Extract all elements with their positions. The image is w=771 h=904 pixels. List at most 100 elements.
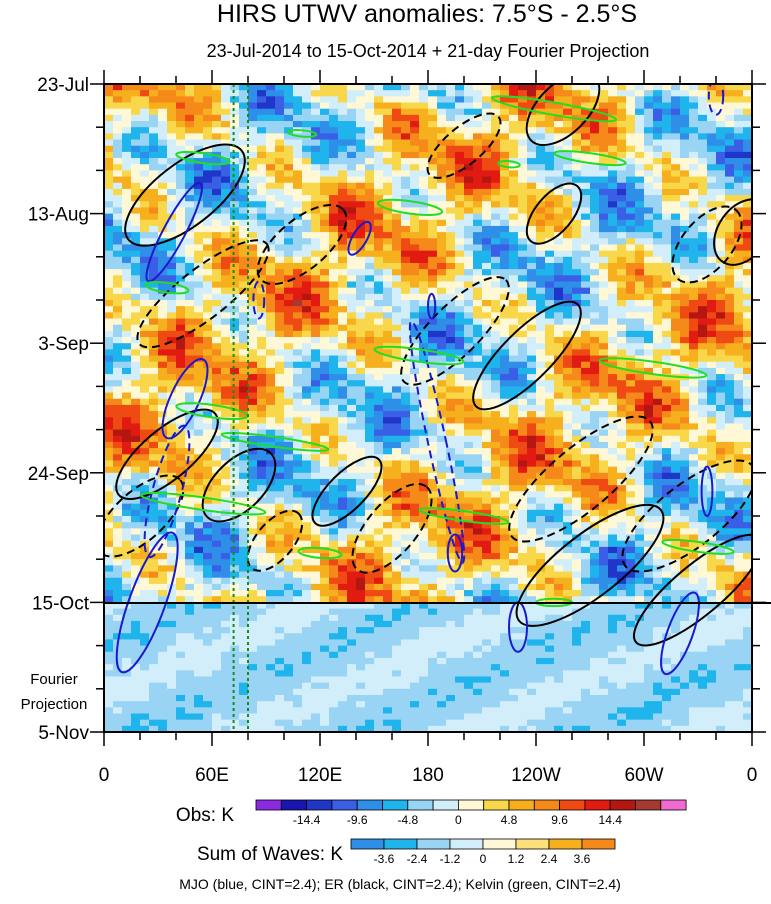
- field-cell: [257, 108, 267, 116]
- field-cell: [131, 374, 141, 381]
- field-cell: [599, 262, 609, 270]
- field-cell: [176, 114, 186, 122]
- field-cell: [464, 145, 474, 153]
- field-cell: [671, 121, 681, 128]
- field-cell: [716, 454, 726, 462]
- field-cell: [734, 121, 744, 128]
- field-cell: [221, 343, 231, 350]
- field-cell: [185, 435, 195, 443]
- field-cell: [446, 145, 456, 153]
- field-cell: [473, 417, 483, 425]
- field-cell: [527, 472, 537, 480]
- field-cell: [347, 435, 357, 443]
- field-cell: [329, 151, 339, 159]
- field-cell: [662, 114, 672, 122]
- field-cell: [257, 330, 267, 338]
- field-cell: [185, 411, 195, 418]
- field-cell: [743, 386, 752, 394]
- field-cell: [725, 262, 735, 270]
- field-cell: [698, 392, 708, 400]
- field-cell: [653, 269, 663, 276]
- field-cell: [257, 374, 267, 381]
- field-cell: [599, 374, 609, 381]
- field-cell: [302, 244, 312, 252]
- field-cell: [662, 84, 672, 91]
- field-cell: [590, 182, 600, 190]
- field-cell: [680, 182, 690, 190]
- field-cell: [428, 300, 438, 307]
- field-cell: [194, 300, 204, 307]
- field-cell: [230, 188, 240, 196]
- field-cell: [113, 509, 123, 517]
- field-cell: [743, 503, 752, 511]
- field-cell: [572, 256, 582, 264]
- field-cell: [545, 287, 555, 295]
- field-cell: [572, 380, 582, 387]
- field-cell: [734, 250, 744, 258]
- field-cell: [698, 96, 708, 104]
- field-cell: [194, 275, 204, 283]
- field-cell: [221, 448, 231, 455]
- field-cell: [320, 497, 330, 505]
- field-cell: [437, 250, 447, 258]
- field-cell: [680, 219, 690, 227]
- field-cell: [302, 404, 312, 412]
- field-cell: [698, 485, 708, 492]
- field-cell: [599, 207, 609, 215]
- field-cell: [284, 349, 294, 357]
- field-cell: [248, 361, 258, 369]
- field-cell: [293, 343, 303, 350]
- field-cell: [383, 281, 393, 289]
- field-cell: [563, 491, 573, 499]
- field-cell: [176, 386, 186, 394]
- field-cell: [626, 102, 636, 110]
- field-cell: [599, 232, 609, 239]
- field-cell: [635, 374, 645, 381]
- field-cell: [203, 306, 213, 313]
- field-cell: [356, 478, 366, 486]
- field-cell: [653, 398, 663, 406]
- field-cell: [707, 392, 717, 400]
- field-cell: [194, 460, 204, 468]
- field-cell: [698, 300, 708, 307]
- field-cell: [500, 250, 510, 258]
- field-cell: [239, 250, 249, 258]
- field-cell: [194, 232, 204, 239]
- field-cell: [239, 84, 249, 91]
- field-cell: [221, 250, 231, 258]
- field-cell: [572, 417, 582, 425]
- field-cell: [356, 361, 366, 369]
- field-cell: [599, 182, 609, 190]
- field-cell: [608, 133, 618, 141]
- field-cell: [284, 133, 294, 141]
- field-cell: [563, 90, 573, 97]
- field-cell: [680, 201, 690, 209]
- field-cell: [626, 361, 636, 369]
- field-cell: [428, 466, 438, 474]
- field-cell: [581, 145, 591, 153]
- field-cell: [275, 176, 285, 184]
- field-cell: [464, 188, 474, 196]
- field-cell: [401, 269, 411, 276]
- field-cell: [338, 133, 348, 141]
- field-cell: [509, 232, 519, 239]
- field-cell: [590, 164, 600, 171]
- field-cell: [203, 195, 213, 202]
- field-cell: [734, 287, 744, 295]
- field-cell: [527, 343, 537, 350]
- field-cell: [590, 176, 600, 184]
- field-cell: [671, 478, 681, 486]
- field-cell: [626, 281, 636, 289]
- field-cell: [581, 466, 591, 474]
- field-cell: [104, 114, 114, 122]
- field-cell: [680, 367, 690, 375]
- field-cell: [275, 108, 285, 116]
- field-cell: [158, 509, 168, 517]
- field-cell: [635, 497, 645, 505]
- field-cell: [509, 429, 519, 437]
- field-cell: [725, 404, 735, 412]
- field-cell: [428, 392, 438, 400]
- anomaly-field: [104, 84, 752, 732]
- field-cell: [266, 195, 276, 202]
- field-cell: [149, 195, 159, 202]
